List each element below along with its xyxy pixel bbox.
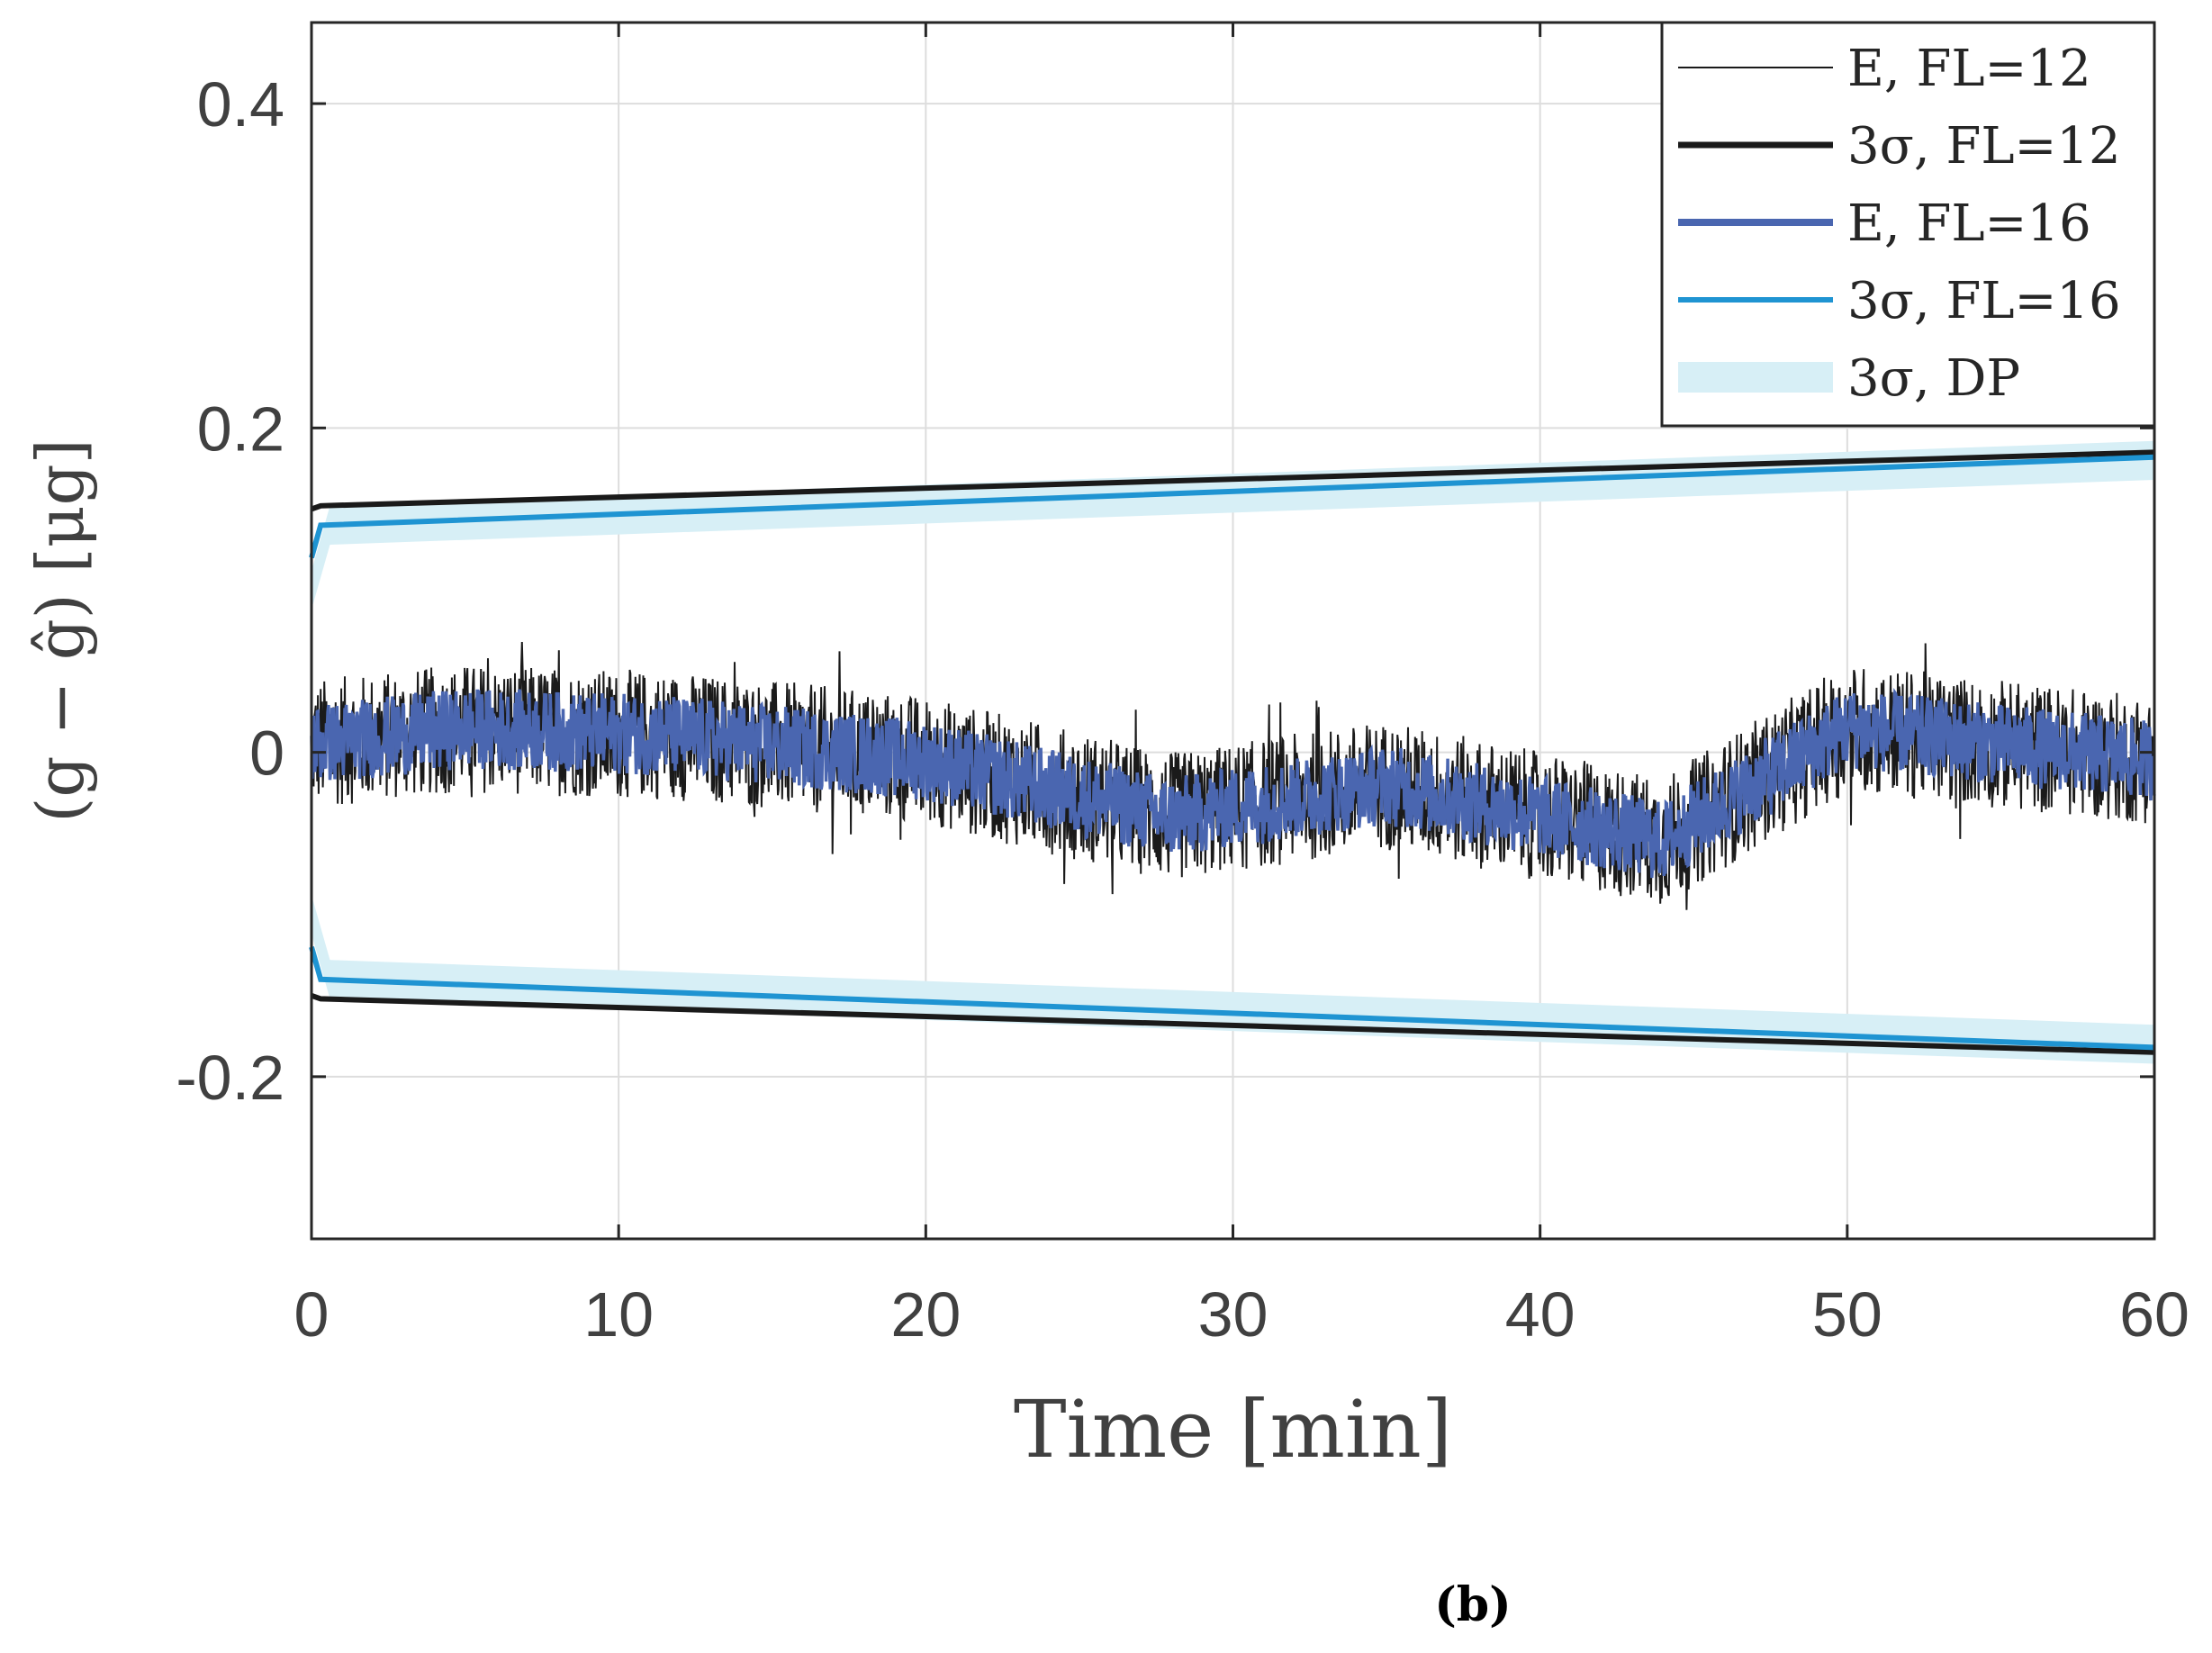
x-tick-label: 10: [583, 1279, 654, 1350]
y-tick-label: 0.2: [197, 393, 284, 464]
panel-label: (b): [1434, 1577, 1512, 1632]
legend-label-3sigma-dp: 3σ, DP: [1847, 349, 2020, 408]
legend: E, FL=12 3σ, FL=12 E, FL=16 3σ, FL=16 3σ…: [1660, 21, 2156, 428]
series-line-3sigma-fl12-lower: [311, 992, 2155, 1055]
y-tick-label: 0.4: [197, 69, 284, 140]
series-line-e-fl16: [310, 687, 2156, 879]
x-tick-label: 30: [1198, 1279, 1269, 1350]
x-axis-label: Time [min]: [1014, 1383, 1452, 1476]
axis-ticks: 0 10 20 30 40 50 60 -0.2 0 0.2 0.4: [176, 23, 2189, 1350]
series-line-3sigma-fl16-lower: [309, 945, 2155, 1051]
x-tick-label: 20: [890, 1279, 961, 1350]
x-tick-label: 60: [2119, 1279, 2189, 1350]
data-series: [309, 440, 2156, 1064]
legend-label-e-fl12: E, FL=12: [1847, 40, 2091, 98]
series-line-3sigma-fl16-upper: [309, 454, 2155, 559]
y-tick-label: 0: [249, 718, 284, 789]
dp-3sigma-band-lower: [311, 895, 2154, 1064]
legend-label-e-fl16: E, FL=16: [1847, 194, 2091, 253]
x-tick-label: 50: [1812, 1279, 1882, 1350]
legend-label-3sigma-fl12: 3σ, FL=12: [1847, 117, 2121, 176]
y-tick-label: -0.2: [176, 1043, 284, 1113]
x-tick-label: 0: [294, 1279, 330, 1350]
legend-label-3sigma-fl16: 3σ, FL=16: [1847, 272, 2121, 330]
x-tick-label: 40: [1505, 1279, 1575, 1350]
dp-3sigma-band-upper: [311, 440, 2154, 610]
y-axis-label: (g − ĝ) [μg]: [23, 438, 98, 822]
series-line-3sigma-fl12-upper: [311, 449, 2155, 512]
